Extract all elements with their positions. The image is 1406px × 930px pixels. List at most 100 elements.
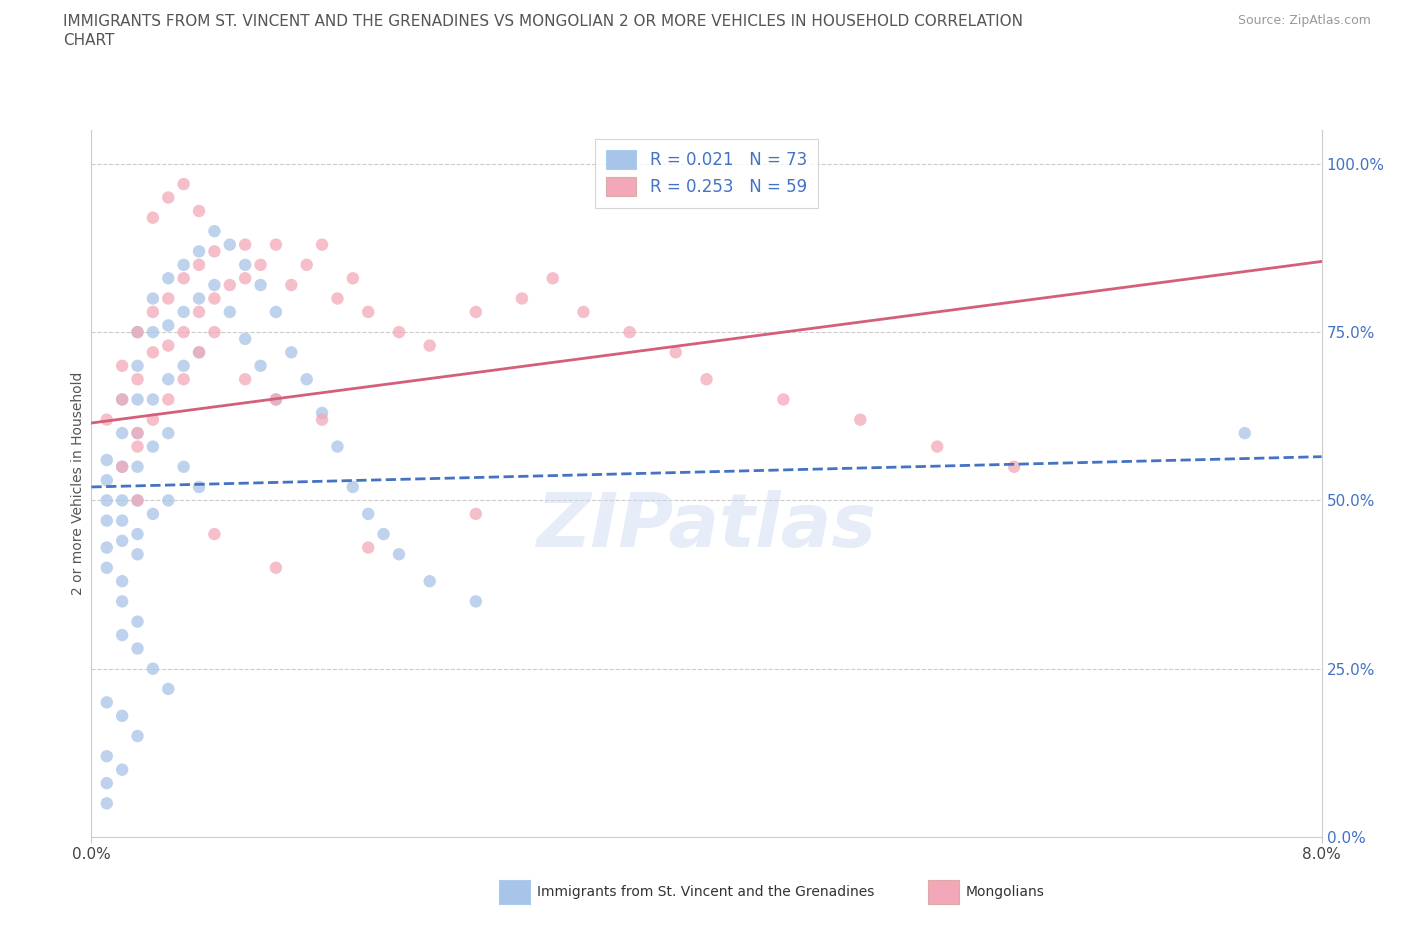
Point bbox=[111, 628, 134, 643]
Point bbox=[188, 204, 211, 219]
Point bbox=[419, 574, 441, 589]
Point bbox=[218, 304, 240, 319]
Point bbox=[173, 271, 195, 286]
Point bbox=[127, 641, 149, 656]
Point bbox=[142, 325, 165, 339]
Point bbox=[157, 372, 180, 387]
Point bbox=[464, 594, 486, 609]
Point bbox=[111, 534, 134, 549]
Point bbox=[373, 526, 395, 541]
Point bbox=[388, 547, 411, 562]
Point bbox=[96, 560, 118, 575]
Point bbox=[127, 493, 149, 508]
Point bbox=[188, 345, 211, 360]
Point bbox=[173, 258, 195, 272]
Point bbox=[1233, 426, 1256, 441]
Point bbox=[218, 277, 240, 292]
Text: Immigrants from St. Vincent and the Grenadines: Immigrants from St. Vincent and the Gren… bbox=[537, 884, 875, 899]
Point bbox=[188, 480, 211, 495]
Point bbox=[280, 277, 302, 292]
Point bbox=[1002, 459, 1025, 474]
Y-axis label: 2 or more Vehicles in Household: 2 or more Vehicles in Household bbox=[72, 372, 86, 595]
Point bbox=[127, 728, 149, 743]
Point bbox=[419, 339, 441, 353]
Point bbox=[127, 325, 149, 339]
Point bbox=[295, 258, 318, 272]
Point bbox=[311, 237, 333, 252]
Point bbox=[111, 493, 134, 508]
Point bbox=[157, 190, 180, 205]
Point bbox=[157, 339, 180, 353]
Point bbox=[111, 459, 134, 474]
Point bbox=[96, 540, 118, 555]
Point bbox=[142, 304, 165, 319]
Point bbox=[264, 392, 287, 407]
Point bbox=[96, 412, 118, 427]
Point bbox=[96, 493, 118, 508]
Point bbox=[96, 749, 118, 764]
Point bbox=[311, 405, 333, 420]
Point bbox=[127, 493, 149, 508]
Point bbox=[173, 358, 195, 373]
Point bbox=[249, 358, 271, 373]
Point bbox=[188, 345, 211, 360]
Point bbox=[233, 271, 256, 286]
Point bbox=[127, 426, 149, 441]
Point bbox=[202, 325, 225, 339]
Point bbox=[264, 237, 287, 252]
Point bbox=[111, 392, 134, 407]
Point bbox=[142, 439, 165, 454]
Point bbox=[510, 291, 533, 306]
Point bbox=[111, 426, 134, 441]
Point bbox=[695, 372, 717, 387]
Point bbox=[127, 325, 149, 339]
Point bbox=[96, 453, 118, 468]
Text: IMMIGRANTS FROM ST. VINCENT AND THE GRENADINES VS MONGOLIAN 2 OR MORE VEHICLES I: IMMIGRANTS FROM ST. VINCENT AND THE GREN… bbox=[63, 14, 1024, 29]
Point bbox=[96, 472, 118, 487]
Point bbox=[127, 392, 149, 407]
Point bbox=[202, 244, 225, 259]
Point bbox=[111, 358, 134, 373]
Point bbox=[142, 210, 165, 225]
Point bbox=[142, 392, 165, 407]
Point bbox=[188, 304, 211, 319]
Point bbox=[111, 709, 134, 724]
Point bbox=[619, 325, 641, 339]
Point bbox=[326, 439, 349, 454]
Text: Mongolians: Mongolians bbox=[966, 884, 1045, 899]
Point bbox=[233, 258, 256, 272]
Point bbox=[357, 507, 380, 522]
Point bbox=[202, 277, 225, 292]
Point bbox=[188, 244, 211, 259]
Point bbox=[233, 331, 256, 346]
Point bbox=[665, 345, 688, 360]
Point bbox=[127, 426, 149, 441]
Point bbox=[127, 526, 149, 541]
Point bbox=[264, 304, 287, 319]
Point bbox=[127, 459, 149, 474]
Point bbox=[127, 439, 149, 454]
Point bbox=[280, 345, 302, 360]
Text: ZIPatlas: ZIPatlas bbox=[537, 489, 876, 563]
Point bbox=[326, 291, 349, 306]
Point bbox=[849, 412, 872, 427]
Point bbox=[111, 392, 134, 407]
Point bbox=[157, 291, 180, 306]
Point bbox=[173, 177, 195, 192]
Point bbox=[157, 318, 180, 333]
Point bbox=[96, 796, 118, 811]
Point bbox=[111, 459, 134, 474]
Point bbox=[249, 277, 271, 292]
Point bbox=[157, 426, 180, 441]
Point bbox=[357, 540, 380, 555]
Point bbox=[157, 271, 180, 286]
Point bbox=[541, 271, 564, 286]
Text: Source: ZipAtlas.com: Source: ZipAtlas.com bbox=[1237, 14, 1371, 27]
Point bbox=[342, 480, 364, 495]
Point bbox=[142, 661, 165, 676]
Point bbox=[772, 392, 794, 407]
Point bbox=[173, 325, 195, 339]
Point bbox=[96, 695, 118, 710]
Point bbox=[111, 594, 134, 609]
Point bbox=[342, 271, 364, 286]
